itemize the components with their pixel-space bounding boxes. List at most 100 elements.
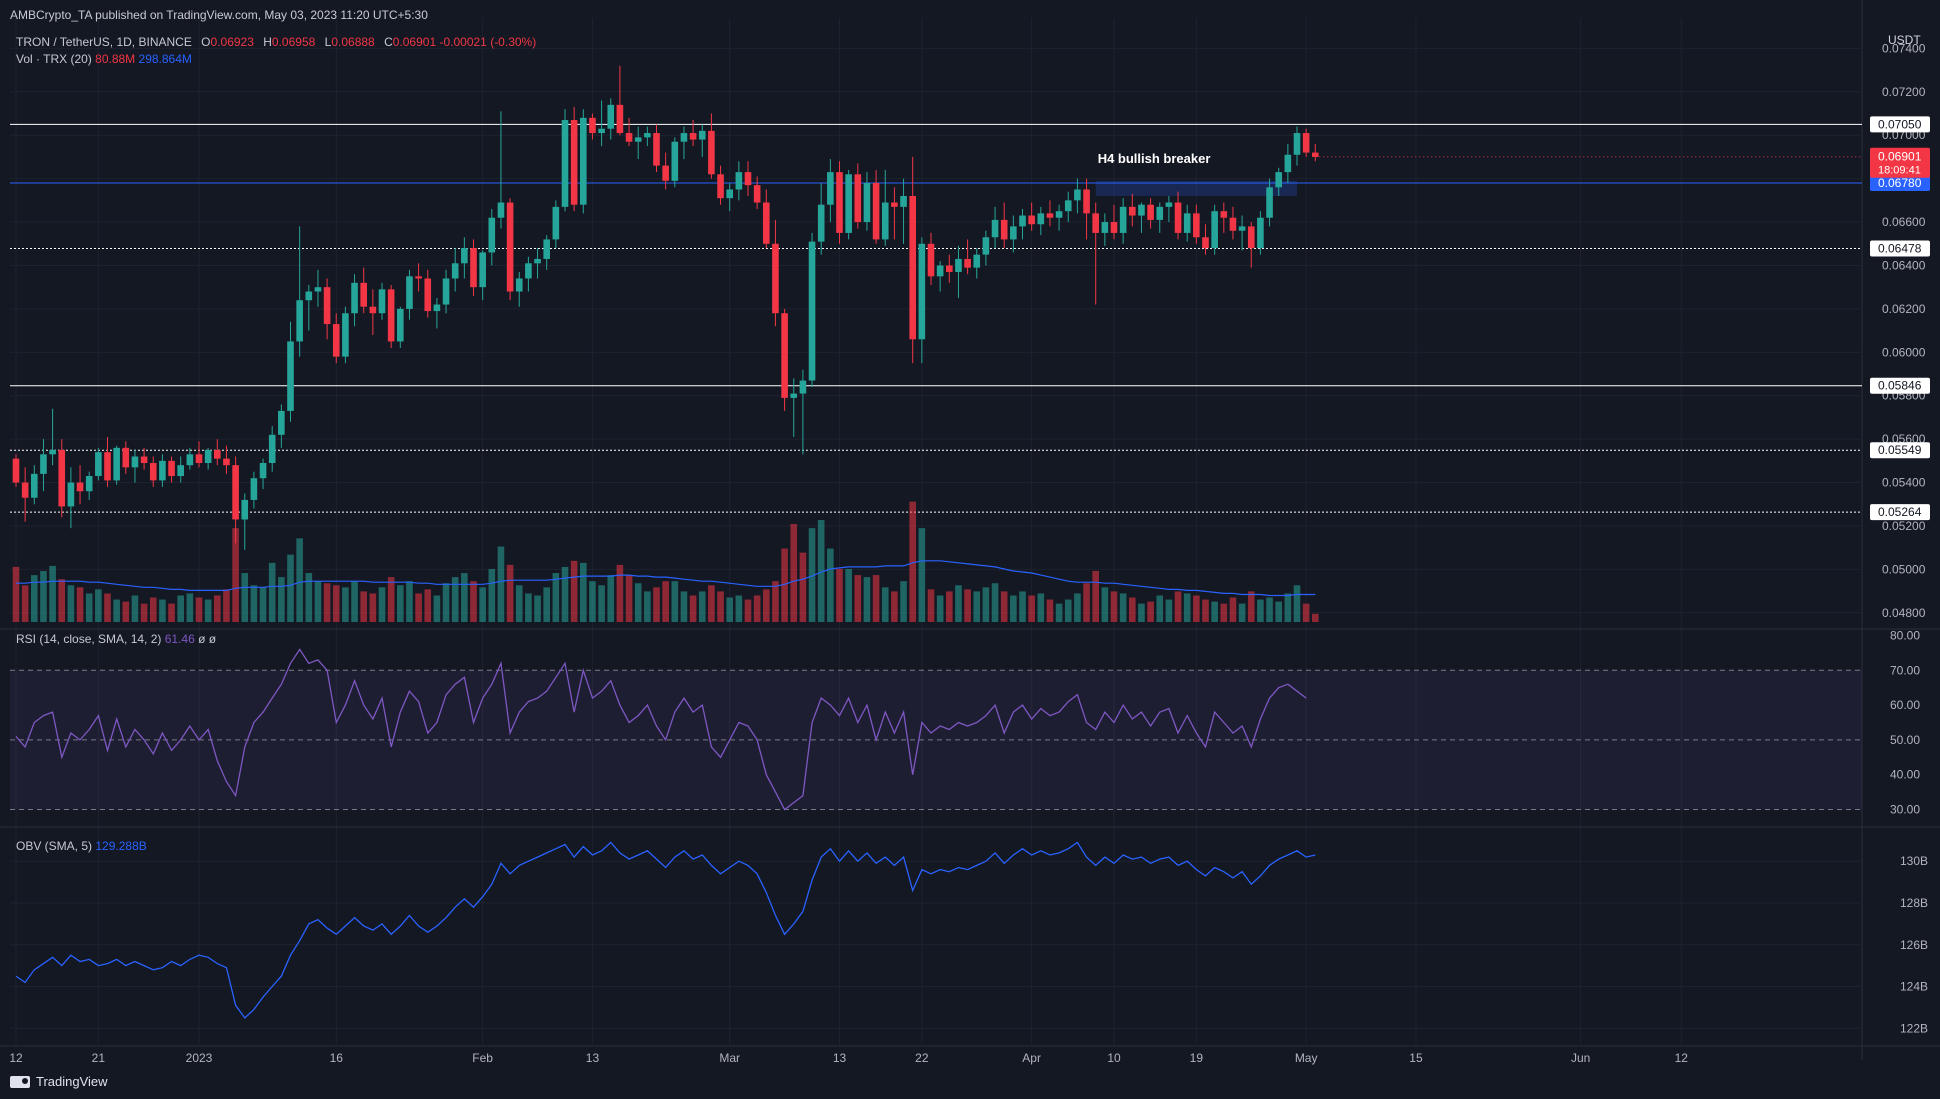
candle-body xyxy=(1211,211,1218,249)
candle-body xyxy=(525,263,532,279)
candle-body xyxy=(342,313,349,357)
volume-bar xyxy=(909,501,916,622)
candle-body xyxy=(177,465,184,477)
volume-bar xyxy=(397,585,404,622)
candle-body xyxy=(1074,189,1081,201)
volume-bar xyxy=(872,575,880,622)
volume-value: 80.88M xyxy=(95,52,136,66)
rsi-pane[interactable] xyxy=(10,648,1862,811)
tradingview-footer[interactable]: TradingView xyxy=(10,1074,108,1089)
volume-bar xyxy=(296,538,303,622)
candle-body xyxy=(863,182,871,223)
candle-body xyxy=(717,174,724,199)
candle-body xyxy=(159,460,166,481)
time-tick-label: 12 xyxy=(1675,1051,1689,1065)
volume-bar xyxy=(168,603,175,622)
candle-body xyxy=(442,278,450,305)
volume-bar xyxy=(515,585,523,622)
volume-bar xyxy=(589,581,596,622)
candle-body xyxy=(424,278,432,312)
volume-bar xyxy=(671,581,679,622)
volume-bar xyxy=(451,577,459,622)
volume-bar xyxy=(479,587,486,622)
price-axis[interactable]: 0.074000.072000.070500.070000.068000.066… xyxy=(1870,33,1930,1035)
rsi-legend[interactable]: RSI (14, close, SMA, 14, 2) 61.46 ø ø xyxy=(16,632,216,646)
volume-bar xyxy=(122,601,130,622)
volume-bar xyxy=(195,597,203,622)
volume-bar xyxy=(1074,593,1081,622)
price-tick-label: 0.05000 xyxy=(1882,562,1926,576)
volume-bar xyxy=(973,591,981,622)
candle-body xyxy=(580,117,587,205)
volume-bar xyxy=(1101,587,1109,622)
candle-body xyxy=(909,196,916,340)
candle-body xyxy=(680,133,688,142)
volume-bar xyxy=(726,597,733,622)
price-pane[interactable]: H4 bullish breaker xyxy=(10,65,1862,622)
volume-bar xyxy=(946,591,953,622)
candle-body xyxy=(1165,202,1173,207)
volume-legend[interactable]: Vol · TRX (20) 80.88M 298.864M xyxy=(16,52,192,66)
obv-pane[interactable] xyxy=(10,841,1862,1029)
candle-body xyxy=(900,196,907,207)
obv-tick-label: 122B xyxy=(1900,1021,1928,1035)
countdown-label: 18:09:41 xyxy=(1878,165,1921,177)
volume-label[interactable]: Vol · TRX (20) xyxy=(16,52,92,66)
candle-body xyxy=(561,120,569,207)
candle-body xyxy=(1312,152,1319,157)
candle-body xyxy=(332,324,340,357)
time-axis[interactable]: 12 21 2023 16 Feb 13 Mar 13 22 Apr 10 19 May 15 Jun 12 xyxy=(0,1045,1940,1065)
candle-body xyxy=(149,463,157,481)
volume-bar xyxy=(1138,603,1145,622)
candle-body xyxy=(872,182,880,240)
candle-body xyxy=(616,104,624,134)
open-label: O xyxy=(201,35,211,49)
volume-bar xyxy=(808,528,816,622)
volume-bar xyxy=(1275,601,1282,622)
symbol-name[interactable]: TRON / TetherUS, 1D, BINANCE xyxy=(16,35,192,49)
volume-bar xyxy=(1028,595,1035,622)
volume-bar xyxy=(1229,597,1237,622)
level-label-box xyxy=(1870,442,1930,459)
volume-bar xyxy=(488,568,496,622)
symbol-legend[interactable]: TRON / TetherUS, 1D, BINANCE O0.06923 H0… xyxy=(16,35,536,49)
volume-bar xyxy=(680,591,688,622)
candle-body xyxy=(479,252,486,288)
candle-body xyxy=(1092,213,1099,233)
volume-bar xyxy=(1293,585,1301,622)
candle-body xyxy=(1266,187,1273,218)
volume-bar xyxy=(1202,599,1209,622)
obv-legend[interactable]: OBV (SMA, 5) 129.288B xyxy=(16,839,147,853)
price-tick-label: 0.06400 xyxy=(1882,258,1926,272)
price-tick-label: 0.05200 xyxy=(1882,519,1926,533)
volume-bar xyxy=(177,595,184,622)
rsi-label[interactable]: RSI (14, close, SMA, 14, 2) xyxy=(16,632,162,646)
volume-ma-value: 298.864M xyxy=(138,52,192,66)
volume-bar xyxy=(506,564,514,622)
candle-body xyxy=(946,265,953,272)
volume-bar xyxy=(332,585,340,622)
volume-bar xyxy=(1119,593,1127,622)
volume-bar xyxy=(927,589,935,622)
volume-bar xyxy=(314,581,322,622)
volume-bar xyxy=(763,589,770,622)
rsi-tick-label: 50.00 xyxy=(1890,733,1920,747)
volume-bar xyxy=(891,591,898,622)
candle-body xyxy=(1202,237,1209,249)
volume-bar xyxy=(378,587,386,622)
candle-body xyxy=(662,165,669,181)
close-label: C xyxy=(384,35,393,49)
volume-bar xyxy=(58,579,66,622)
obv-tick-label: 130B xyxy=(1900,854,1928,868)
volume-bar xyxy=(698,591,706,622)
candle-body xyxy=(1238,226,1246,231)
volume-bar xyxy=(1211,601,1218,622)
candle-body xyxy=(634,137,642,142)
candle-body xyxy=(461,248,468,264)
candle-body xyxy=(735,172,743,190)
candle-body xyxy=(964,258,971,268)
obv-label[interactable]: OBV (SMA, 5) xyxy=(16,839,93,853)
volume-bar xyxy=(634,583,642,622)
price-tick-label: 0.06600 xyxy=(1882,215,1926,229)
